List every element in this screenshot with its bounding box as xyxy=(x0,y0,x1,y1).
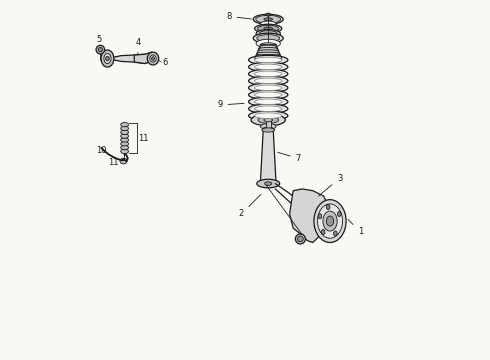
Ellipse shape xyxy=(254,78,282,84)
Ellipse shape xyxy=(254,92,282,98)
Ellipse shape xyxy=(264,27,272,30)
Ellipse shape xyxy=(264,18,272,21)
Ellipse shape xyxy=(257,35,280,42)
Ellipse shape xyxy=(334,231,337,236)
Text: 1: 1 xyxy=(348,220,363,236)
Ellipse shape xyxy=(253,14,283,24)
Ellipse shape xyxy=(260,43,276,46)
Ellipse shape xyxy=(260,21,276,27)
Ellipse shape xyxy=(323,211,337,231)
Text: 3: 3 xyxy=(318,174,343,196)
Ellipse shape xyxy=(256,39,280,48)
Ellipse shape xyxy=(96,45,104,54)
Ellipse shape xyxy=(106,57,109,61)
Ellipse shape xyxy=(248,76,288,86)
Ellipse shape xyxy=(254,71,282,77)
Ellipse shape xyxy=(326,204,330,210)
Ellipse shape xyxy=(150,55,156,62)
Polygon shape xyxy=(134,52,153,64)
Ellipse shape xyxy=(262,22,275,26)
Ellipse shape xyxy=(256,30,280,37)
Ellipse shape xyxy=(258,48,278,51)
Ellipse shape xyxy=(248,90,288,99)
Ellipse shape xyxy=(253,33,283,43)
Ellipse shape xyxy=(248,104,288,113)
Ellipse shape xyxy=(256,15,281,23)
Ellipse shape xyxy=(262,128,275,132)
Ellipse shape xyxy=(121,126,128,131)
Ellipse shape xyxy=(295,234,305,244)
Ellipse shape xyxy=(314,200,346,243)
Ellipse shape xyxy=(338,211,341,216)
Text: 8: 8 xyxy=(226,12,251,21)
Ellipse shape xyxy=(263,127,274,131)
Ellipse shape xyxy=(121,149,128,154)
Ellipse shape xyxy=(101,50,114,67)
Ellipse shape xyxy=(255,57,282,60)
Ellipse shape xyxy=(248,83,288,93)
Ellipse shape xyxy=(318,204,343,238)
Ellipse shape xyxy=(254,64,282,70)
Ellipse shape xyxy=(121,134,128,138)
Ellipse shape xyxy=(120,158,127,164)
Ellipse shape xyxy=(326,216,334,226)
Polygon shape xyxy=(260,130,276,184)
Ellipse shape xyxy=(259,45,277,49)
Ellipse shape xyxy=(248,69,288,78)
Ellipse shape xyxy=(248,55,288,64)
Ellipse shape xyxy=(248,111,288,120)
Ellipse shape xyxy=(104,54,111,64)
Ellipse shape xyxy=(248,97,288,107)
Polygon shape xyxy=(290,189,331,243)
Ellipse shape xyxy=(254,99,282,104)
Text: 6: 6 xyxy=(162,58,167,67)
Text: 4: 4 xyxy=(135,38,141,55)
Ellipse shape xyxy=(254,106,282,112)
Text: 9: 9 xyxy=(218,100,244,109)
Ellipse shape xyxy=(151,57,154,60)
Ellipse shape xyxy=(258,117,278,123)
Ellipse shape xyxy=(259,40,277,47)
Ellipse shape xyxy=(265,182,272,185)
Text: 10: 10 xyxy=(96,146,106,155)
Text: 11: 11 xyxy=(108,158,119,167)
Ellipse shape xyxy=(255,24,282,33)
Ellipse shape xyxy=(264,118,272,122)
Ellipse shape xyxy=(121,130,128,134)
Text: 5: 5 xyxy=(96,35,101,44)
Ellipse shape xyxy=(259,31,277,36)
Ellipse shape xyxy=(318,214,322,219)
Ellipse shape xyxy=(257,52,280,56)
Ellipse shape xyxy=(147,52,159,65)
Ellipse shape xyxy=(260,123,276,129)
Ellipse shape xyxy=(121,122,128,127)
Ellipse shape xyxy=(121,141,128,146)
Ellipse shape xyxy=(254,85,282,91)
Ellipse shape xyxy=(266,13,270,16)
Ellipse shape xyxy=(297,236,303,242)
Text: 11: 11 xyxy=(138,134,148,143)
Polygon shape xyxy=(266,120,270,130)
Ellipse shape xyxy=(251,114,285,126)
Polygon shape xyxy=(107,54,153,64)
Ellipse shape xyxy=(256,54,281,58)
Ellipse shape xyxy=(257,179,280,188)
Ellipse shape xyxy=(258,50,279,53)
Ellipse shape xyxy=(321,230,325,234)
Ellipse shape xyxy=(121,138,128,142)
Ellipse shape xyxy=(254,57,282,63)
Ellipse shape xyxy=(121,145,128,150)
Ellipse shape xyxy=(98,48,102,52)
Text: 7: 7 xyxy=(278,152,301,163)
Ellipse shape xyxy=(254,113,282,118)
Ellipse shape xyxy=(248,62,288,72)
Text: 2: 2 xyxy=(239,194,261,219)
Ellipse shape xyxy=(258,25,279,32)
